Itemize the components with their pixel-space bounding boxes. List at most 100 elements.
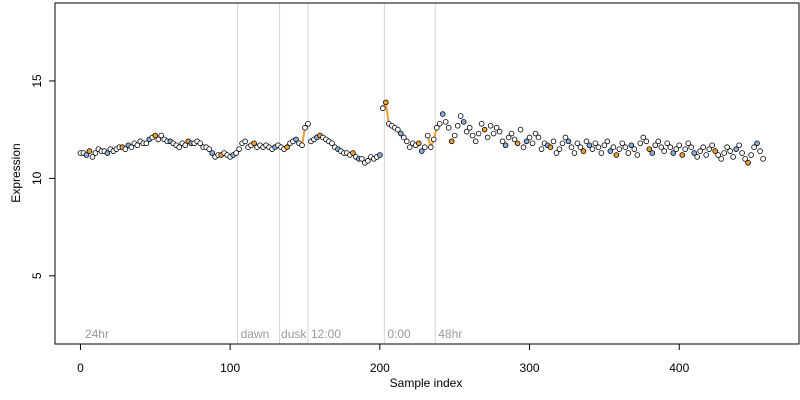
data-point <box>688 144 695 150</box>
data-point <box>577 144 584 150</box>
data-point <box>83 152 90 158</box>
data-point <box>757 148 763 154</box>
data-point <box>433 124 440 131</box>
data-point <box>251 140 257 147</box>
x-tick-label: 100 <box>220 361 240 375</box>
data-point <box>622 144 629 150</box>
data-point <box>359 156 365 162</box>
data-point <box>550 138 557 145</box>
data-point <box>601 142 608 149</box>
data-point <box>430 136 437 143</box>
x-axis-title: Sample index <box>390 376 463 390</box>
data-point <box>754 140 760 147</box>
data-point <box>92 150 99 156</box>
data-point <box>493 124 500 131</box>
data-point <box>616 146 623 152</box>
data-point <box>457 113 464 119</box>
data-point <box>637 140 644 147</box>
data-point <box>625 150 632 156</box>
time-annotation-label: dawn <box>241 327 270 341</box>
data-point <box>691 150 698 156</box>
data-point <box>745 159 751 166</box>
data-point <box>293 136 299 143</box>
data-point <box>676 142 683 149</box>
data-point <box>643 138 650 145</box>
x-tick-label: 400 <box>669 361 689 375</box>
y-tick-label: 10 <box>30 171 44 185</box>
data-point <box>305 121 311 127</box>
data-point <box>383 99 389 106</box>
data-point <box>736 142 742 149</box>
data-point <box>128 144 135 150</box>
data-point <box>134 142 141 149</box>
data-point <box>182 142 189 149</box>
data-point <box>427 144 434 150</box>
data-point <box>395 126 401 133</box>
data-point <box>380 105 386 112</box>
data-point <box>329 140 335 147</box>
data-point <box>481 126 488 133</box>
data-point <box>398 130 404 137</box>
data-point <box>685 140 692 147</box>
data-point <box>739 150 745 156</box>
data-point <box>377 152 383 158</box>
data-point <box>718 156 724 162</box>
data-point <box>592 140 599 147</box>
data-point <box>442 119 449 125</box>
data-point <box>445 124 452 131</box>
data-point <box>583 138 590 145</box>
data-point <box>487 122 494 129</box>
data-point <box>652 142 659 149</box>
data-point <box>406 144 413 150</box>
data-point <box>155 136 162 143</box>
data-point <box>158 132 165 139</box>
data-point <box>478 121 485 127</box>
data-point <box>721 150 727 156</box>
data-point <box>421 144 428 150</box>
data-point <box>505 134 512 141</box>
time-annotation-label: dusk <box>281 327 307 341</box>
data-point <box>610 144 617 150</box>
data-point <box>586 142 593 149</box>
data-point <box>649 150 656 156</box>
data-point <box>484 134 491 141</box>
data-point <box>460 119 467 125</box>
data-point <box>634 152 641 158</box>
data-point <box>122 146 129 152</box>
data-point <box>517 126 524 133</box>
data-point <box>565 138 572 145</box>
data-points <box>77 99 766 166</box>
data-point <box>700 144 706 150</box>
data-point <box>511 136 518 143</box>
data-point <box>350 150 356 156</box>
data-point <box>514 140 521 147</box>
data-point <box>89 154 96 160</box>
data-point <box>532 130 539 137</box>
data-point <box>143 140 150 147</box>
y-axis: 5 10 15 <box>30 74 55 279</box>
data-point <box>733 146 739 152</box>
data-point <box>760 156 766 162</box>
x-tick-label: 200 <box>370 361 390 375</box>
data-point <box>697 148 703 154</box>
x-tick-label: 300 <box>520 361 540 375</box>
data-point <box>403 138 410 145</box>
data-point <box>424 132 431 139</box>
data-point <box>556 146 563 152</box>
data-point <box>463 128 470 135</box>
data-point <box>472 138 479 145</box>
data-point <box>664 140 671 147</box>
data-point <box>559 140 566 147</box>
data-point <box>454 122 461 129</box>
data-point <box>496 128 503 135</box>
data-point <box>233 150 239 156</box>
data-point <box>436 121 443 127</box>
data-point <box>670 150 677 156</box>
data-point <box>589 146 596 152</box>
data-point <box>508 130 515 137</box>
data-point <box>673 146 680 152</box>
data-point <box>365 158 371 164</box>
y-tick-label: 15 <box>30 74 44 88</box>
data-point <box>661 148 668 154</box>
